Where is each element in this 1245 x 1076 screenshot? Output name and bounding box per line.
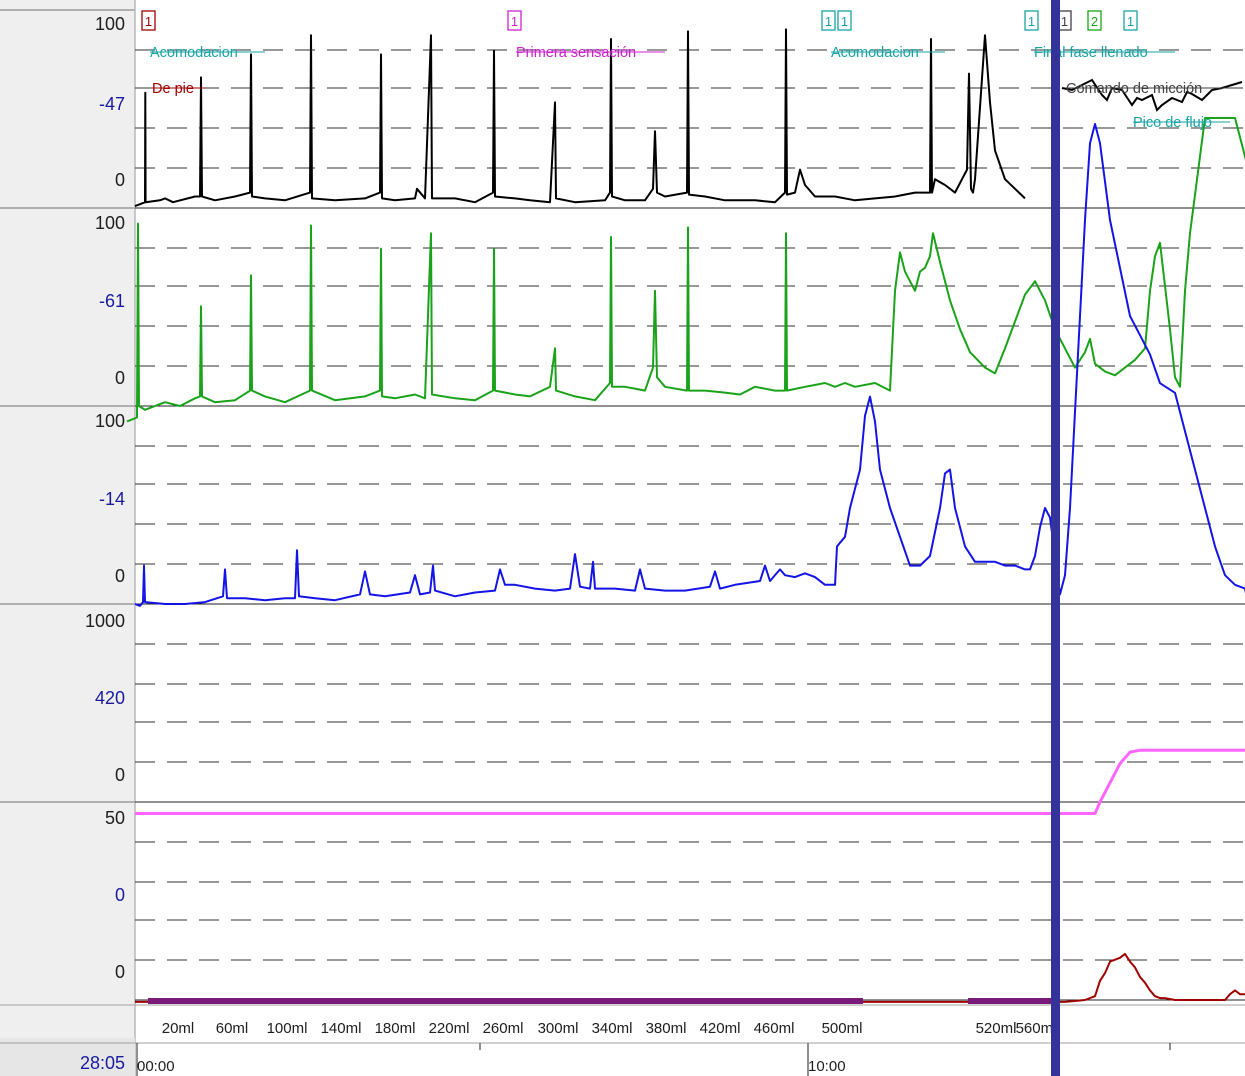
axis-bottom-label: 0 <box>115 765 125 785</box>
axis-bottom-label: 0 <box>115 962 125 982</box>
event-annotation-label: Acomodacion <box>831 45 919 61</box>
filling-segment-bar <box>148 998 863 1004</box>
event-marker-number: 1 <box>841 14 848 29</box>
event-annotation-label: Pico de flujo <box>1133 115 1212 131</box>
event-marker-number: 2 <box>1091 14 1098 29</box>
event-marker-number: 1 <box>1127 14 1134 29</box>
event-annotation-label: Primera sensación <box>516 45 636 61</box>
series-line-5 <box>135 952 1245 1003</box>
time-tick-label: 10:00 <box>808 1058 846 1075</box>
elapsed-time: 28:05 <box>80 1053 125 1073</box>
event-annotation-label: Acomodacion <box>150 45 238 61</box>
axis-top-label: 50 <box>105 808 125 828</box>
series-line-4 <box>135 748 1245 815</box>
event-marker-box[interactable] <box>1087 10 1102 31</box>
axis-mid-label: -47 <box>99 94 125 114</box>
volume-tick-label: 300ml <box>538 1020 579 1037</box>
chart-annotations: 1 Acomodacion De pie 1 Primera sensación 1 Aco… <box>141 10 1230 131</box>
volume-tick-label: 100ml <box>267 1020 308 1037</box>
event-marker-box[interactable] <box>1024 10 1039 31</box>
event-marker-box[interactable] <box>1123 10 1138 31</box>
axis-bottom-label: 0 <box>115 566 125 586</box>
chart-series <box>126 28 1245 1004</box>
chart-axis-labels: 100 -47 0 100 -61 0 100 -14 0 1000 420 0 50 0 0 20ml 60m… <box>80 14 1171 1076</box>
volume-tick-label: 520ml <box>976 1020 1017 1037</box>
cursor-layer[interactable] <box>1051 0 1060 1076</box>
axis-mid-label: -14 <box>99 489 125 509</box>
volume-tick-label: 20ml <box>162 1020 195 1037</box>
event-marker-number: 1 <box>145 14 152 29</box>
volume-tick-label: 560ml <box>1016 1020 1057 1037</box>
axis-bottom-label: 0 <box>115 368 125 388</box>
volume-tick-label: 60ml <box>216 1020 249 1037</box>
series-line-1 <box>134 28 1026 208</box>
axis-top-label: 100 <box>95 411 125 431</box>
axis-mid-label: -61 <box>99 291 125 311</box>
time-tick-label: 00:00 <box>137 1058 175 1075</box>
axis-mid-label: 420 <box>95 688 125 708</box>
volume-tick-label: 340ml <box>592 1020 633 1037</box>
event-marker-number: 1 <box>1028 14 1035 29</box>
event-marker-number: 1 <box>511 14 518 29</box>
event-marker-box[interactable] <box>141 10 156 31</box>
volume-tick-label: 140ml <box>321 1020 362 1037</box>
volume-tick-label: 380ml <box>646 1020 687 1037</box>
event-marker-box[interactable] <box>507 10 522 31</box>
volume-tick-label: 420ml <box>700 1020 741 1037</box>
axis-bottom-label: 0 <box>115 170 125 190</box>
event-marker-box[interactable] <box>821 10 836 31</box>
volume-tick-label: 260ml <box>483 1020 524 1037</box>
elapsed-cell <box>0 1038 135 1076</box>
filling-segment-bar <box>968 998 1052 1004</box>
series-line-1-tail <box>1061 78 1243 112</box>
left-label-column <box>0 0 135 1076</box>
time-cursor[interactable] <box>1051 0 1060 1076</box>
event-marker-box[interactable] <box>837 10 852 31</box>
event-annotation-label: Comando de micción <box>1066 81 1202 97</box>
event-marker-number: 1 <box>825 14 832 29</box>
volume-tick-label: 220ml <box>429 1020 470 1037</box>
volume-tick-label: 460ml <box>754 1020 795 1037</box>
axis-mid-label: 0 <box>115 885 125 905</box>
axis-top-label: 100 <box>95 14 125 34</box>
event-annotation-label: De pie <box>152 81 194 97</box>
series-line-3 <box>134 123 1245 607</box>
volume-tick-label: 180ml <box>375 1020 416 1037</box>
series-line-2 <box>126 117 1245 423</box>
axis-top-label: 1000 <box>85 611 125 631</box>
event-annotation-label: Final fase llenado <box>1034 45 1148 61</box>
event-marker-number: 1 <box>1061 14 1068 29</box>
axis-top-label: 100 <box>95 213 125 233</box>
volume-tick-label: 500ml <box>822 1020 863 1037</box>
